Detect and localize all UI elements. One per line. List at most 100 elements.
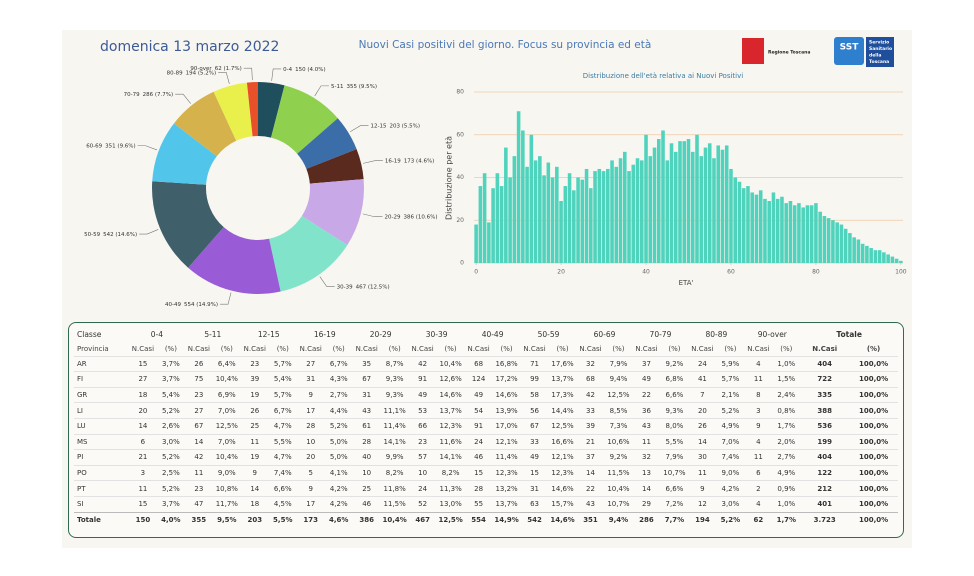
label-category: 80-89 — [167, 70, 183, 76]
sub-header: (%) — [276, 344, 289, 353]
bar — [775, 198, 780, 263]
bar — [848, 233, 852, 263]
bar — [716, 145, 721, 263]
table-cell: 536 — [800, 417, 850, 435]
table-cell: 33 — [520, 433, 549, 450]
table-cell: 14 — [632, 480, 661, 497]
label-value: 150 (4.0%) — [295, 66, 326, 72]
logo-box — [866, 37, 894, 67]
table-cell: 3,0% — [156, 433, 185, 450]
x-tick-label: 80 — [812, 269, 820, 276]
table-cell: PT — [74, 480, 129, 497]
table-cell: 4,9% — [716, 417, 745, 435]
table-cell: 47 — [184, 495, 213, 513]
table-cell: 22 — [576, 480, 605, 497]
bar — [882, 252, 886, 263]
data-label: 30-39 467 (12.5%) — [337, 284, 390, 290]
bar — [682, 141, 687, 263]
bar — [856, 239, 861, 263]
table-cell: 3 — [744, 402, 773, 419]
table-cell: 67 — [520, 417, 549, 435]
table-cell: 100,0% — [849, 495, 898, 513]
table-cell: 40 — [352, 449, 381, 466]
table-cell: 14,6% — [548, 511, 577, 528]
table-cell: 30 — [688, 449, 717, 466]
table-cell: 31 — [520, 480, 549, 497]
bar — [525, 166, 529, 263]
table-cell: 18 — [128, 386, 157, 403]
bar — [627, 171, 631, 263]
table-cell: 10 — [352, 464, 381, 481]
table-cell: 49 — [464, 386, 493, 403]
bar — [639, 160, 644, 263]
table-cell: 404 — [800, 449, 850, 466]
table-cell: LI — [74, 402, 129, 419]
table-cell: 0,8% — [772, 402, 801, 419]
leader-line — [362, 213, 383, 218]
table-cell: 10 — [296, 433, 325, 450]
table-cell: 13 — [632, 464, 661, 481]
data-label: 16-19 173 (4.6%) — [385, 158, 435, 164]
label-value: 194 (5.2%) — [186, 70, 217, 76]
table-cell: 10,4% — [604, 480, 633, 497]
x-axis-title: ETA' — [679, 279, 694, 287]
sub-header-row: Provincia N.Casi (%) N.Casi (%) N.Casi (%) N.Ca… — [74, 342, 898, 357]
table-cell: 13,7% — [492, 495, 521, 513]
table-cell: 24 — [408, 480, 437, 497]
table-cell: 9 — [688, 480, 717, 497]
table-cell: 11 — [240, 433, 269, 450]
bar — [814, 203, 818, 263]
table-cell: 39 — [576, 417, 605, 435]
table-cell: 286 — [632, 511, 661, 528]
bar — [623, 151, 627, 263]
table-cell: 23 — [184, 386, 213, 403]
bar — [690, 151, 695, 263]
table-cell: 3 — [128, 464, 157, 481]
bar — [724, 145, 729, 263]
table-row: SI 15 3,7% 47 11,7% 18 4,5% 17 4,2% 46 11,5% 52 13,0… — [74, 495, 898, 513]
table-cell: 9,5% — [212, 511, 241, 528]
table-cell: 27 — [184, 402, 213, 419]
sub-header: (%) — [444, 344, 457, 353]
bar — [567, 173, 572, 263]
bar — [559, 201, 563, 263]
table-cell: 100,0% — [849, 464, 898, 481]
table-cell: 8,7% — [380, 355, 409, 372]
table-cell: 8,2% — [380, 464, 409, 481]
bar — [546, 162, 551, 263]
group-header: 20-29 — [369, 329, 392, 339]
table-cell: 6,7% — [268, 402, 297, 419]
table-cell: 16,6% — [548, 433, 577, 450]
table-cell: 2,4% — [772, 386, 801, 403]
table-row: MS 6 3,0% 14 7,0% 11 5,5% 10 5,0% 28 14,1% 23 11,6% 2… — [74, 433, 898, 450]
bar — [784, 203, 788, 263]
table-cell: 14,6% — [436, 386, 465, 403]
charts: domenica 13 marzo 2022 Nuovi Casi positi… — [84, 37, 907, 308]
bar — [839, 224, 844, 263]
table-cell: 6,6% — [268, 480, 297, 497]
table-cell: 100,0% — [849, 449, 898, 466]
table-cell: 14,4% — [548, 402, 577, 419]
table-cell: 42 — [408, 355, 437, 372]
table-cell: 13,0% — [436, 495, 465, 513]
table-cell: 5,2% — [156, 449, 185, 466]
table-cell: 5,5% — [660, 433, 689, 450]
table-cell: 23 — [408, 433, 437, 450]
table-cell: 335 — [800, 386, 850, 403]
table-cell: 173 — [296, 511, 325, 528]
table-cell: 5,9% — [716, 355, 745, 372]
table-cell: LU — [74, 417, 129, 435]
table-cell: 11 — [744, 449, 773, 466]
label-category: 16-19 — [385, 158, 401, 164]
table-cell: 554 — [464, 511, 493, 528]
table-cell: PO — [74, 464, 129, 481]
table-cell: 199 — [800, 433, 850, 450]
table-cell: 7 — [688, 386, 717, 403]
table-cell: 24 — [688, 355, 717, 372]
label-value: 554 (14.9%) — [184, 302, 218, 308]
table-cell: 23 — [184, 480, 213, 497]
table-cell: 11,4% — [492, 449, 521, 466]
table-cell: 10,4% — [212, 449, 241, 466]
table-cell: 10,8% — [212, 480, 241, 497]
